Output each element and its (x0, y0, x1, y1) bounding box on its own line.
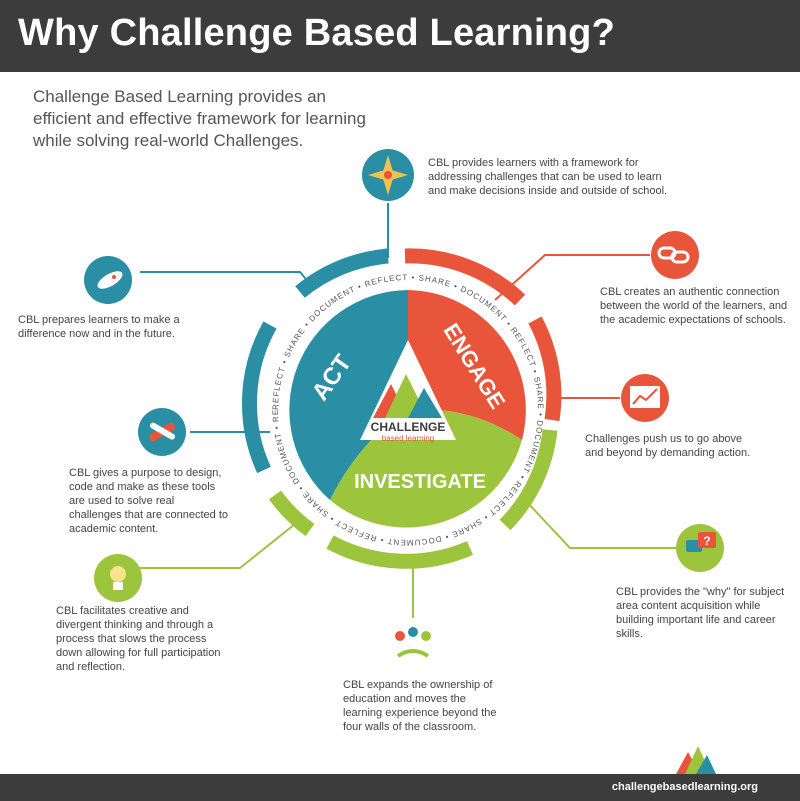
segment-act (289, 290, 408, 500)
svg-text:?: ? (703, 534, 710, 548)
callout-left1: CBL prepares learners to make a differen… (18, 314, 180, 340)
logo-mountain-teal (408, 388, 442, 418)
ring-arc-green-left (268, 490, 315, 537)
phase-investigate-label: INVESTIGATE (354, 471, 486, 493)
callout-right2: Challenges push us to go above and beyon… (585, 433, 751, 459)
connector-left1 (140, 271, 311, 285)
ring-arc-green-bottom (326, 535, 473, 569)
connector-right3 (524, 499, 680, 549)
people-group-icon (391, 623, 435, 667)
chain-link-icon (651, 231, 699, 279)
ring-arc-green-right (499, 429, 558, 531)
ring-arc-teal-left (241, 321, 277, 474)
connector-left3 (135, 519, 301, 569)
callout-right3: CBL provides the "why" for subject area … (616, 586, 785, 640)
logo-sub: based learning (382, 434, 434, 443)
callout-right1: CBL creates an authentic connection betw… (600, 286, 788, 326)
callout-bottom: CBL expands the ownership of education a… (343, 679, 497, 733)
page-title: Why Challenge Based Learning? (18, 12, 616, 54)
callout-left3: CBL facilitates creative and divergent t… (56, 605, 221, 673)
ring-arc-orange-right (528, 316, 562, 422)
rocket-icon (84, 256, 132, 304)
tools-icon (138, 408, 186, 456)
footer-logo (676, 746, 716, 774)
footer-url[interactable]: challengebasedlearning.org (611, 781, 758, 793)
ring-arc-teal-top (295, 248, 389, 298)
header-bar: Why Challenge Based Learning? (0, 0, 800, 72)
callout-left2: CBL gives a purpose to design, code and … (69, 467, 229, 535)
compass-icon (362, 149, 414, 201)
callout-top: CBL provides learners with a framework f… (428, 157, 668, 197)
footer-bar: challengebasedlearning.org (0, 774, 800, 801)
logo-word: CHALLENGE (371, 420, 446, 434)
ring-arc-orange-top (404, 248, 526, 306)
intro-text: Challenge Based Learning provides an eff… (33, 87, 366, 150)
question-bubble-icon: ? (676, 524, 724, 572)
lightbulb-icon (94, 554, 142, 602)
growth-chart-icon (621, 374, 669, 422)
